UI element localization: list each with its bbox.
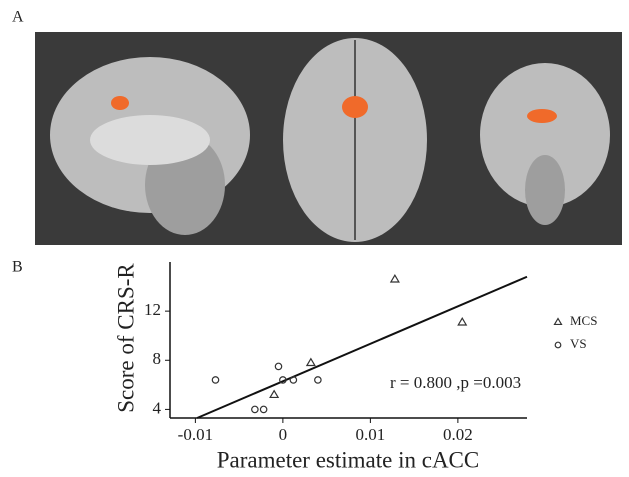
white-matter [90,115,210,165]
y-tick-label: 4 [153,398,162,417]
activation [527,109,557,123]
legend-label: VS [570,336,587,351]
figure: A B Score of CRS-R Parameter estimate in… [0,0,629,477]
brain-panel [35,32,622,245]
circle-point [555,342,561,348]
circle-point [212,377,218,383]
annotation: r = 0.800 ,p =0.003 [390,373,521,392]
page: A B Score of CRS-R Parameter estimate in… [0,0,629,477]
panel-label: A [12,9,24,26]
circle-point [275,363,281,369]
triangle-point [391,275,399,282]
legend-label: MCS [570,313,597,328]
activation [342,96,368,118]
circle-point [315,377,321,383]
y-tick-label: 8 [153,349,162,368]
x-tick-label: 0.01 [356,425,386,444]
triangle-point [555,319,562,325]
circle-point [252,406,258,412]
activation [111,96,129,110]
y-tick-label: 12 [144,300,161,319]
brainstem [525,155,565,225]
x-axis-label: Parameter estimate in cACC [217,447,480,472]
triangle-point [270,391,278,398]
circle-point [260,406,266,412]
triangle-point [458,318,466,325]
panel-label: B [12,259,23,276]
fit-line [197,277,527,418]
triangle-point [307,359,315,366]
x-tick-label: 0.02 [443,425,473,444]
x-tick-label: 0 [279,425,288,444]
x-tick-label: -0.01 [178,425,213,444]
y-axis-label: Score of CRS-R [113,263,138,413]
